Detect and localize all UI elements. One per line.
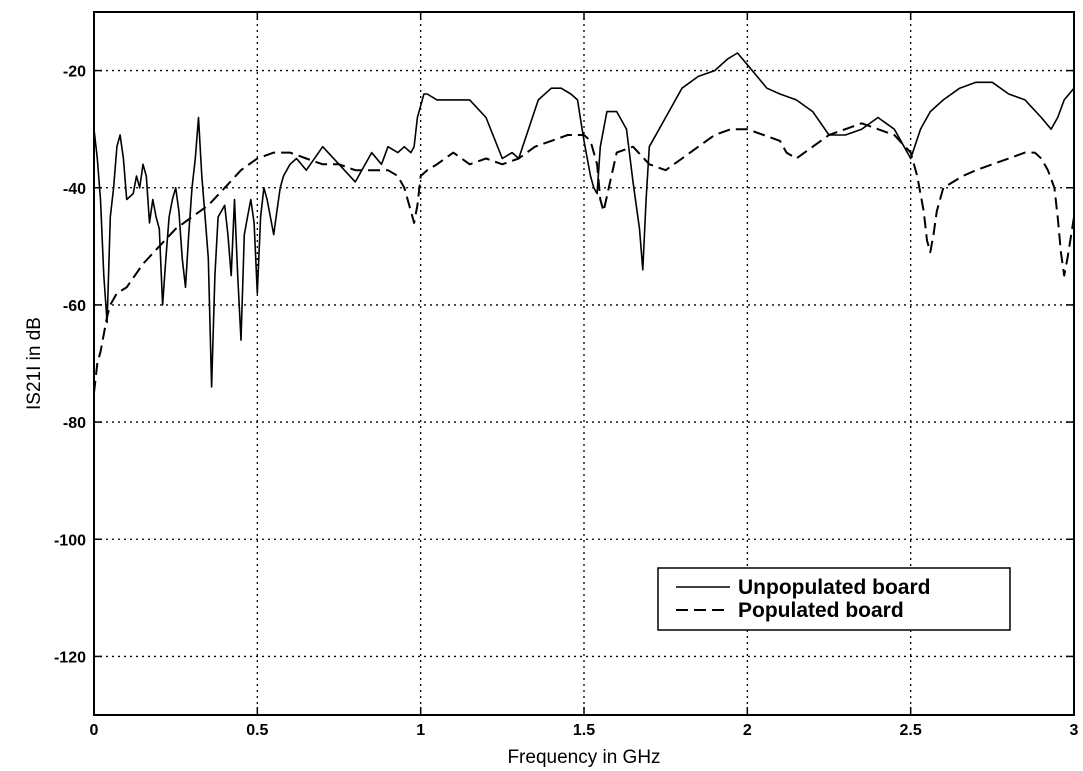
series-unpopulated-board-line	[93, 52, 1075, 388]
y-tick-label: -80	[63, 415, 86, 432]
x-tick-label: 2.5	[900, 722, 922, 739]
y-tick-label: -60	[63, 298, 86, 315]
series-populated-board-line	[93, 122, 1075, 393]
x-tick-label: 2	[743, 722, 752, 739]
grid-lines	[94, 12, 1074, 715]
y-axis-label: IS21I in dB	[24, 317, 45, 410]
x-tick-label: 0.5	[246, 722, 268, 739]
tick-labels: 0 0.5 1 1.5 2 2.5 3 -120 -100 -80 -60 -40 -20	[54, 64, 1079, 739]
x-tick-label: 1	[416, 722, 425, 739]
x-axis-label: Frequency in GHz	[507, 747, 660, 768]
y-tick-label: -20	[63, 64, 86, 81]
legend: Unpopulated board Populated board	[657, 567, 1011, 631]
legend-box	[657, 567, 1011, 631]
y-tick-label: -120	[54, 649, 86, 666]
y-tick-label: -40	[63, 181, 86, 198]
x-tick-label: 0	[90, 722, 99, 739]
y-tick-label: -100	[54, 532, 86, 549]
axis-ticks	[93, 12, 1075, 715]
x-tick-label: 1.5	[573, 722, 595, 739]
legend-label-populated: Populated board	[738, 599, 904, 622]
plot-series	[93, 52, 1075, 393]
legend-label-unpopulated: Unpopulated board	[738, 576, 931, 599]
x-tick-label: 3	[1070, 722, 1079, 739]
